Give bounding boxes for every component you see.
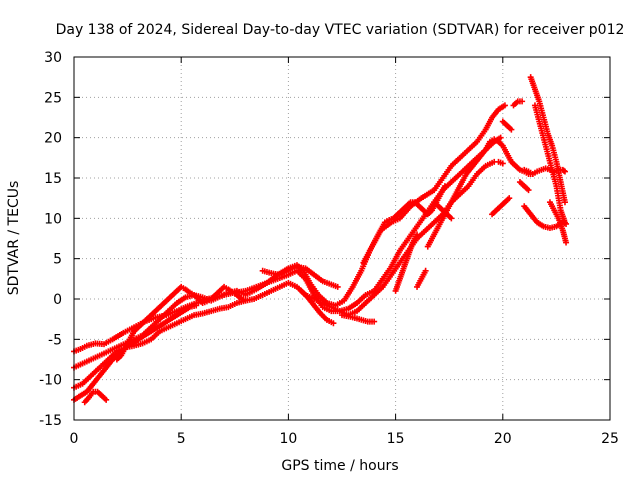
data-point [563,239,570,246]
data-point [334,283,341,290]
data-point [497,134,504,141]
data-point [499,160,506,167]
x-tick-label: 0 [70,431,79,447]
chart-title: Day 138 of 2024, Sidereal Day-to-day VTE… [56,22,625,38]
data-point [519,98,526,105]
series-track-18 [499,118,515,133]
data-point [193,302,200,309]
data-point [561,199,568,206]
x-axis-label: GPS time / hours [281,458,398,474]
data-point [561,168,568,175]
data-point [563,220,570,227]
series-track-8 [298,287,337,327]
y-tick-label: 0 [53,292,62,308]
series-track-15 [489,195,513,218]
y-tick-label: -5 [48,332,62,348]
data-point [501,102,508,109]
data-point [422,267,429,274]
series-track-5 [81,388,110,406]
series-track-4 [71,302,200,403]
y-tick-label: 30 [44,50,62,66]
series-track-17 [510,98,526,109]
series-track-14 [431,199,455,222]
grid-lines [74,57,610,420]
y-tick-label: -10 [39,373,62,389]
data-point [525,187,532,194]
data-point [448,215,455,222]
series-track-10 [360,183,448,266]
y-tick-label: 5 [53,252,62,268]
y-tick-label: 15 [44,171,62,187]
data-point [441,183,448,190]
plot-frame [73,56,611,421]
data-point [560,167,567,174]
series-track-6 [113,283,249,363]
series-track-24 [521,203,570,232]
series-track-9 [339,312,378,325]
data-point [330,320,337,327]
y-tick-label: 20 [44,131,62,147]
series-track-7 [259,263,341,290]
axis-ticks [73,56,611,421]
x-tick-label: 10 [279,431,297,447]
y-tick-label: 10 [44,211,62,227]
x-tick-label: 5 [177,431,186,447]
x-tick-label: 25 [601,431,619,447]
series-track-20 [516,179,532,194]
plot-points [71,74,570,406]
data-point [242,297,249,304]
data-point [506,195,513,202]
series-track-12 [414,267,429,290]
x-tick-label: 20 [494,431,512,447]
data-point [103,396,110,403]
series-track-22 [527,74,568,206]
data-point [414,231,421,238]
y-tick-label: -15 [39,413,62,429]
x-tick-labels: 0 5 10 15 20 25 [70,431,619,447]
y-axis-label: SDTVAR / TECUs [6,181,22,296]
x-tick-label: 15 [387,431,405,447]
series-track-1 [71,102,508,355]
series-track-2 [71,134,504,371]
y-tick-labels: -15 -10 -5 0 5 10 15 20 25 30 [39,50,62,429]
series-track-25 [546,199,570,246]
data-point [508,126,515,133]
series-track-11 [392,231,421,294]
data-point [371,318,378,325]
y-tick-label: 25 [44,90,62,106]
series-track-19 [495,158,506,167]
